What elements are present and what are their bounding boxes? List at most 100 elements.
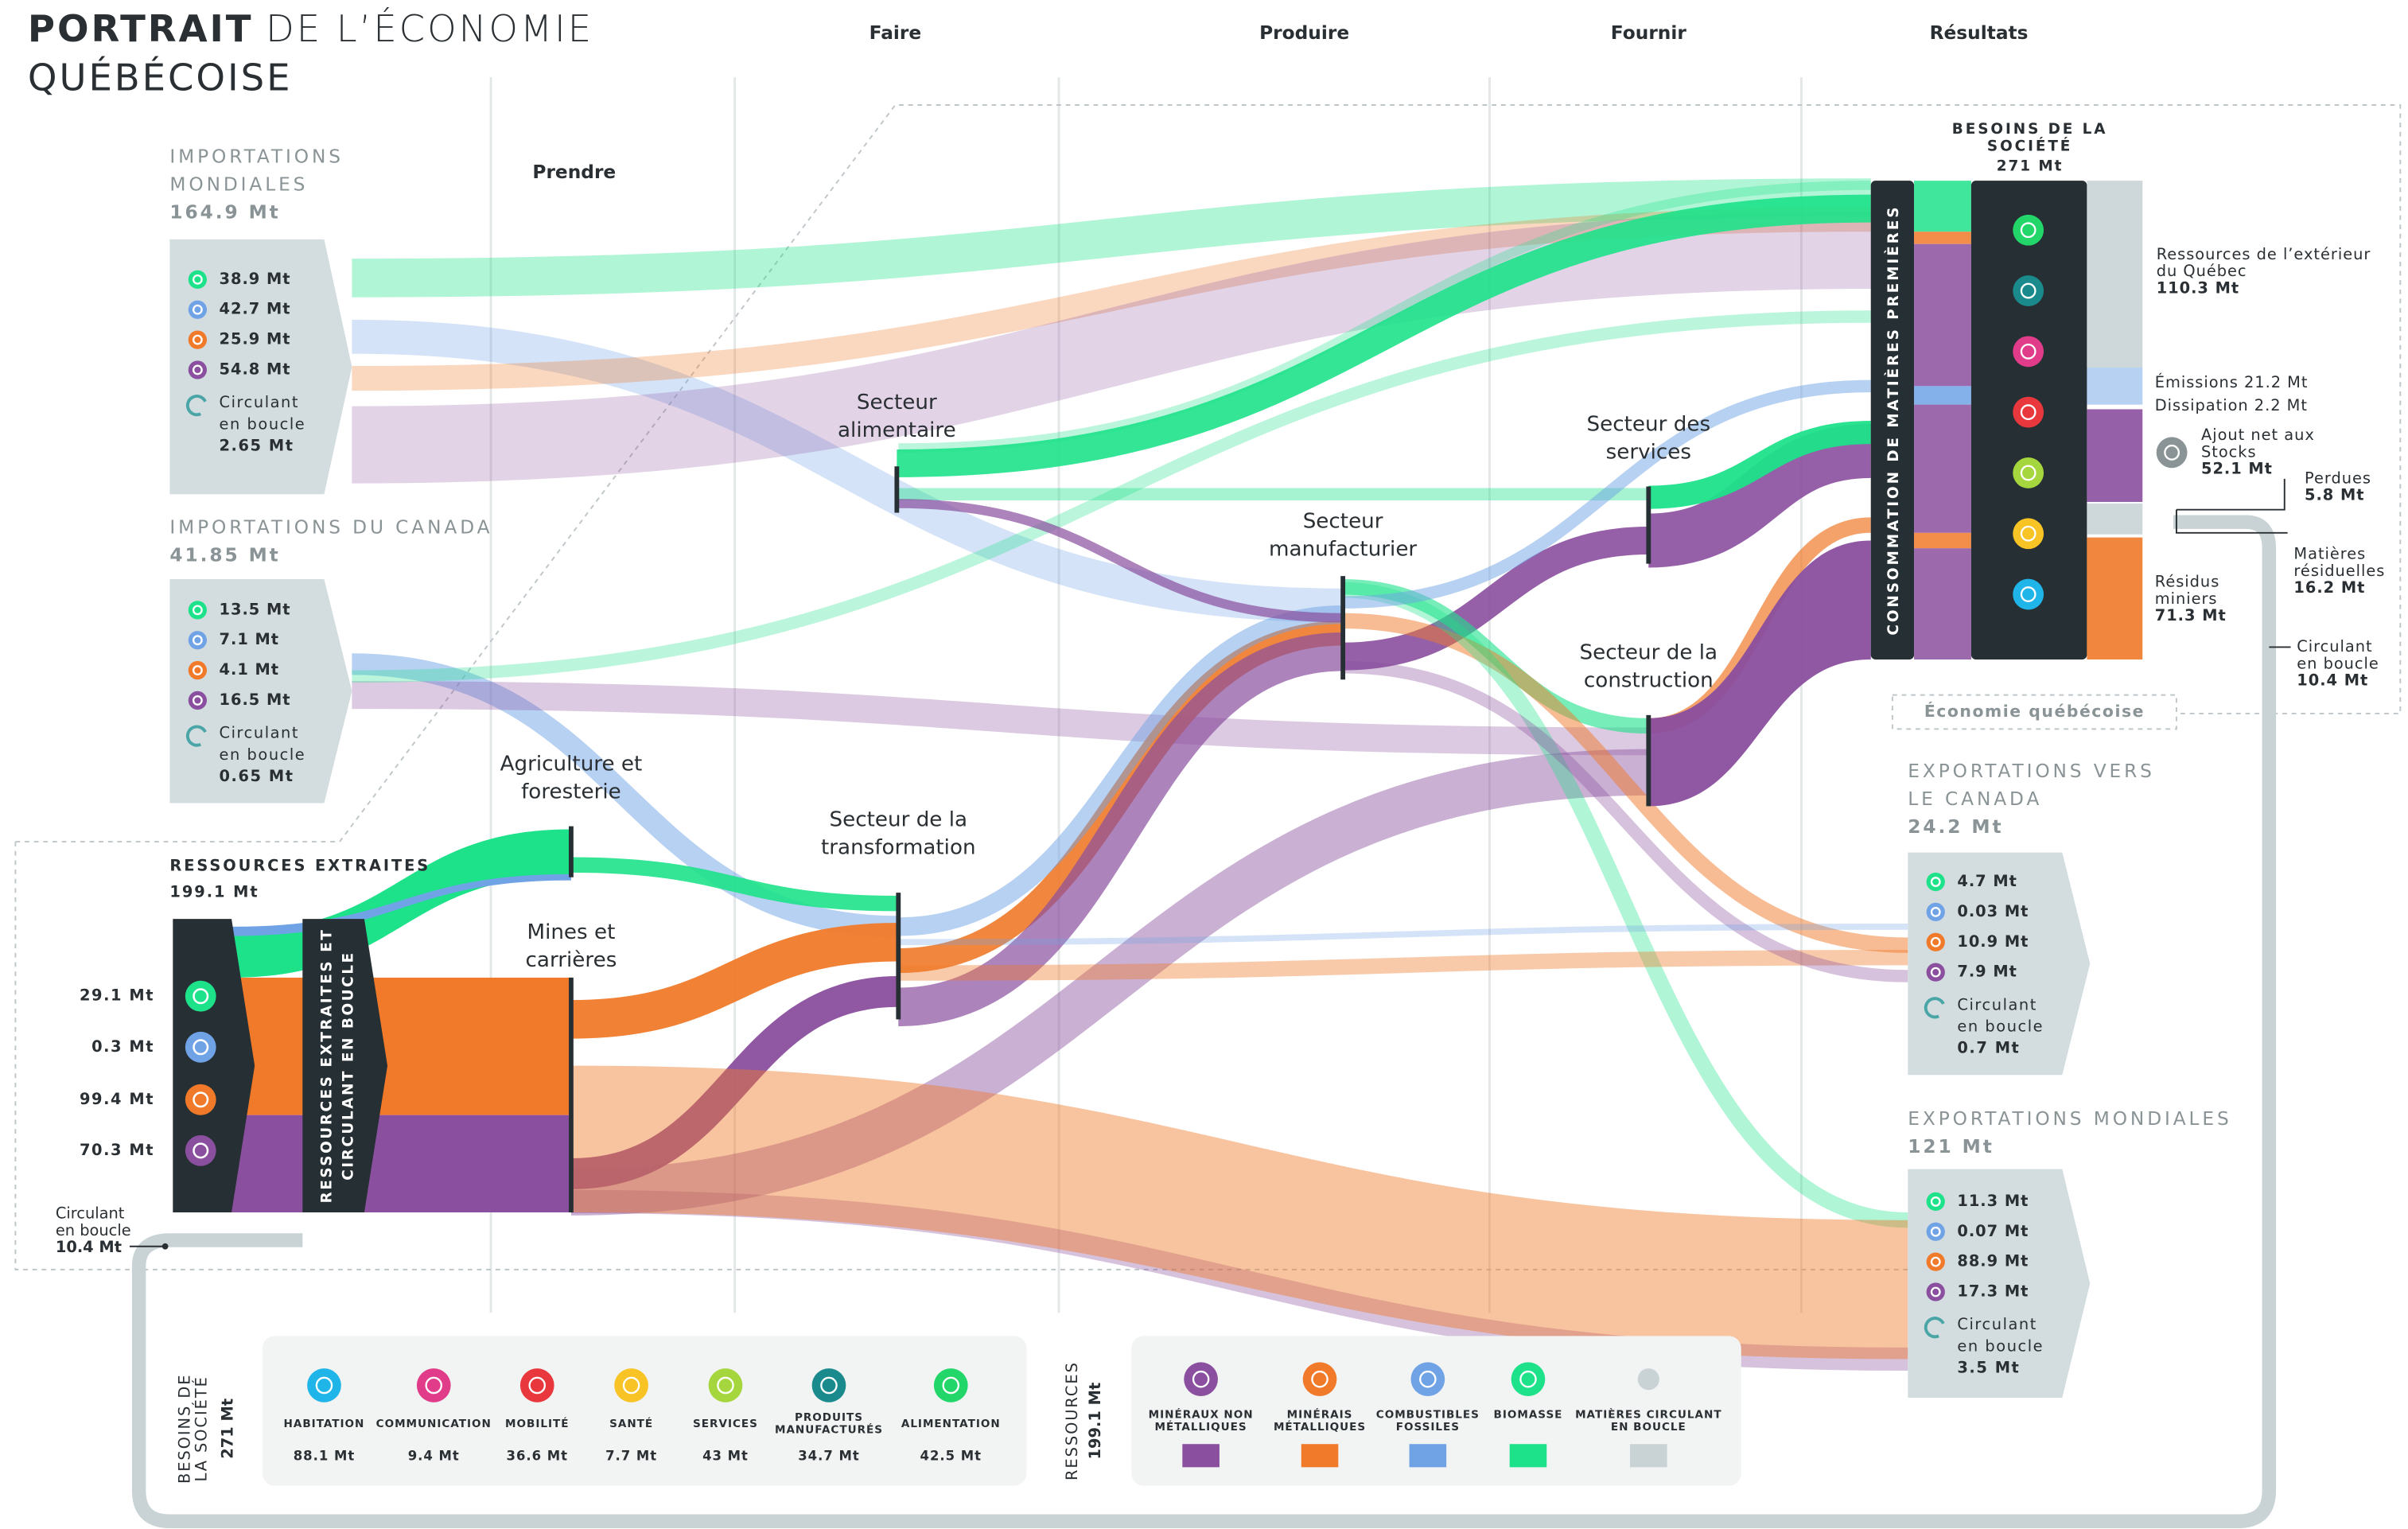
- flow: [570, 922, 899, 1039]
- legend-box: [1131, 1336, 1741, 1486]
- item-value: 17.3 Mt: [1957, 1282, 2029, 1300]
- icon: [185, 1084, 216, 1115]
- legend-item: MINÉRAUX NON: [1149, 1407, 1254, 1421]
- legend-swatch: [1182, 1444, 1220, 1468]
- item-value: 25.9 Mt: [220, 330, 291, 348]
- result-label: Ajout net aux: [2201, 426, 2315, 444]
- legend-item: MINÉRAIS: [1287, 1407, 1353, 1421]
- icon-glyph: [622, 1376, 640, 1395]
- icon-glyph: [2020, 404, 2036, 421]
- legend-value: 43 Mt: [702, 1448, 749, 1463]
- icon: [2013, 457, 2044, 488]
- flow-band: [1648, 540, 1871, 807]
- item-value: 0.03 Mt: [1957, 902, 2029, 920]
- flow: [1343, 613, 1908, 953]
- legend-value: 88.1 Mt: [294, 1448, 355, 1463]
- legend-box: [262, 1336, 1027, 1486]
- icon-glyph: [2020, 525, 2036, 542]
- icon: [188, 631, 208, 650]
- circular-label: en boucle: [1957, 1017, 2044, 1036]
- flow-band: [231, 873, 571, 936]
- icon-glyph: [2020, 465, 2036, 481]
- legend-swatch: [1509, 1444, 1547, 1468]
- box: [169, 579, 352, 803]
- flow-band: [1914, 243, 1971, 387]
- legend-label: LA SOCIÉTÉ: [193, 1375, 211, 1481]
- leader: [2175, 509, 2288, 534]
- icon: [416, 1368, 451, 1403]
- result-label: du Québec: [2157, 262, 2247, 280]
- icon: [2013, 518, 2044, 550]
- legend-swatch: [1630, 1444, 1667, 1468]
- icon: [2156, 437, 2188, 469]
- economy-frame: [14, 104, 2402, 1270]
- icon: [185, 1134, 216, 1166]
- icon-glyph: [193, 988, 209, 1005]
- icon-glyph: [193, 1039, 209, 1056]
- icon: [188, 360, 208, 379]
- icon-glyph: [192, 364, 203, 375]
- flow-band: [1914, 386, 1971, 405]
- box: [1908, 1169, 2091, 1398]
- circular-label: Circulant: [220, 724, 300, 742]
- node-label: construction: [1584, 669, 1714, 693]
- legend-value: 42.5 Mt: [920, 1448, 982, 1463]
- node-label: alimentaire: [838, 418, 956, 442]
- item-value: 11.3 Mt: [1957, 1192, 2029, 1210]
- icon: [188, 601, 208, 620]
- result-label: 71.3 Mt: [2155, 606, 2227, 624]
- icon: [811, 1368, 846, 1403]
- flow: [897, 499, 1344, 623]
- result-bar: [2087, 368, 2143, 405]
- icon: [2013, 336, 2044, 368]
- icon-glyph: [1930, 1196, 1941, 1207]
- item-value: 0.07 Mt: [1957, 1222, 2029, 1240]
- flow: [897, 632, 1344, 1027]
- stage-header: Faire: [869, 22, 921, 44]
- node-label: Agriculture et: [500, 752, 643, 776]
- icon-glyph: [1930, 906, 1941, 917]
- circular-label: en boucle: [220, 745, 306, 764]
- node-label: Secteur de la: [830, 807, 968, 831]
- icon-glyph: [192, 695, 203, 706]
- bar-label: CIRCULANT EN BOUCLE: [340, 951, 357, 1180]
- flow-band: [1914, 532, 1971, 549]
- result-label: résiduelles: [2293, 562, 2385, 580]
- result-label: Circulant: [2297, 637, 2372, 656]
- stage-header: Résultats: [1930, 22, 2029, 44]
- icon: [1302, 1362, 1337, 1397]
- icon: [933, 1368, 968, 1403]
- icon-glyph: [192, 274, 203, 285]
- circular-label: 0.7 Mt: [1957, 1039, 2020, 1057]
- flow: [1343, 527, 1649, 671]
- legend-total: 199.1 Mt: [1086, 1383, 1104, 1460]
- icon: [2013, 275, 2044, 306]
- item-value: 70.3 Mt: [80, 1141, 154, 1159]
- legend-item: MÉTALLIQUES: [1274, 1420, 1366, 1434]
- box-total: 199.1 Mt: [169, 883, 259, 901]
- economy-label: Économie québécoise: [1924, 701, 2145, 721]
- icon-glyph: [528, 1376, 547, 1395]
- flow: [898, 181, 1871, 453]
- node-label: services: [1606, 440, 1691, 464]
- node-label: foresterie: [521, 780, 621, 803]
- legend-item: SANTÉ: [609, 1417, 653, 1430]
- title: PORTRAIT DE L’ÉCONOMIE: [28, 6, 593, 49]
- icon-glyph: [315, 1376, 333, 1395]
- item-value: 7.9 Mt: [1957, 963, 2017, 981]
- icon: [1410, 1362, 1445, 1397]
- node-label: manufacturier: [1269, 538, 1417, 562]
- icon-glyph: [193, 1091, 209, 1108]
- legend-item: MATIÈRES CIRCULANT: [1575, 1407, 1721, 1421]
- bar-label: RESSOURCES EXTRAITES ET: [318, 928, 335, 1204]
- icon-glyph: [2020, 343, 2036, 360]
- flow: [352, 681, 1649, 756]
- flow-band: [1914, 231, 1971, 244]
- result-bar: [2087, 503, 2143, 535]
- box-label: RESSOURCES EXTRAITES: [169, 857, 430, 875]
- icon-glyph: [1192, 1370, 1210, 1388]
- icon: [2013, 214, 2044, 246]
- item-value: 4.1 Mt: [220, 660, 279, 679]
